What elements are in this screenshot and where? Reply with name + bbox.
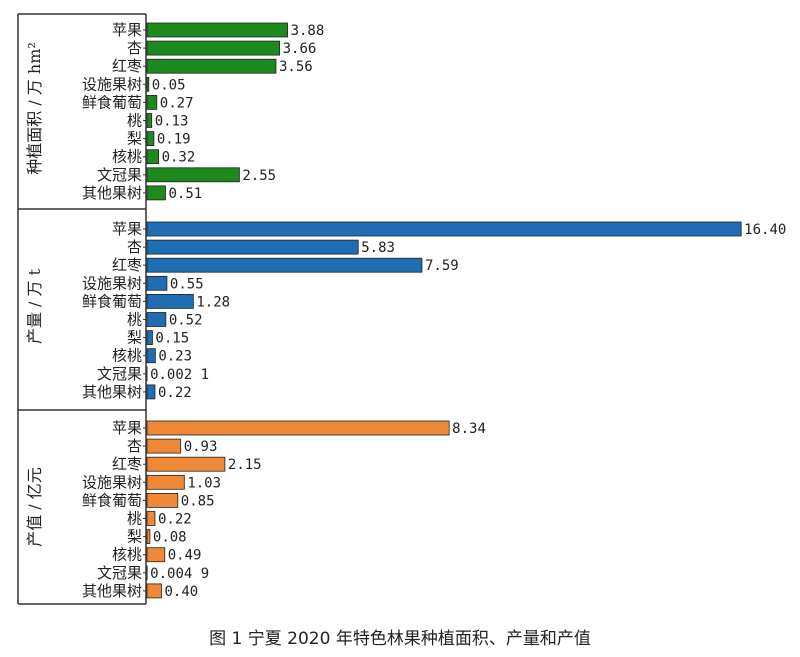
bar [146, 95, 158, 110]
value-label: 0.13 [155, 114, 189, 130]
panel-axis-label: 种植面积 / 万 hm² [25, 42, 44, 175]
value-label: 5.83 [361, 240, 395, 256]
bar [146, 76, 150, 92]
value-label: 0.15 [155, 331, 189, 347]
bar [146, 221, 742, 237]
bar [146, 438, 182, 454]
category-label: 杏 [127, 39, 142, 57]
bar [146, 348, 156, 364]
panel-axis-label: 产量 / 万 t [25, 268, 44, 344]
bar [146, 257, 423, 273]
value-label: 3.66 [283, 41, 317, 57]
value-label: 0.27 [160, 95, 194, 111]
value-label: 0.05 [152, 77, 186, 93]
category-label: 鲜食葡萄 [82, 292, 142, 310]
value-label: 0.22 [158, 385, 192, 401]
bar [146, 275, 168, 291]
value-label: 0.40 [164, 584, 198, 600]
bar [146, 131, 155, 147]
value-label: 2.15 [228, 457, 262, 473]
category-label: 梨 [127, 329, 142, 347]
bar [146, 312, 167, 327]
bar [146, 330, 153, 346]
bar [146, 583, 162, 599]
category-label: 桃 [127, 311, 142, 329]
category-label: 核桃 [112, 148, 142, 166]
value-label: 0.32 [162, 150, 196, 166]
bar [146, 239, 359, 255]
value-label: 0.85 [181, 493, 215, 509]
category-label: 杏 [127, 238, 142, 256]
category-label: 杏 [127, 437, 142, 455]
category-label: 鲜食葡萄 [82, 491, 142, 509]
panel-axis-label: 产值 / 亿元 [25, 467, 44, 547]
bar [146, 420, 450, 436]
bar [146, 384, 156, 400]
value-label: 0.52 [169, 313, 203, 329]
value-label: 3.56 [279, 59, 313, 75]
bar [146, 149, 159, 165]
bar [146, 474, 185, 490]
value-label: 1.03 [187, 475, 221, 491]
figure-caption: 图 1 宁夏 2020 年特色林果种植面积、产量和产值 [209, 629, 591, 649]
bar [146, 167, 240, 183]
bar [146, 40, 281, 56]
category-label: 其他果树 [82, 582, 142, 600]
value-label: 0.002 1 [150, 367, 209, 383]
bar [146, 113, 153, 128]
value-label: 1.28 [196, 294, 230, 310]
bar [146, 58, 277, 74]
value-label: 0.22 [158, 512, 192, 528]
category-label: 文冠果 [97, 365, 142, 383]
value-label: 0.23 [158, 349, 192, 365]
category-label: 文冠果 [97, 166, 142, 184]
value-label: 0.93 [184, 439, 218, 455]
category-label: 红枣 [112, 455, 142, 473]
category-label: 设施果树 [82, 473, 142, 491]
category-label: 核桃 [112, 546, 142, 564]
value-label: 0.19 [157, 132, 191, 148]
panel-3: 产值 / 亿元 苹果 8.34 杏 0.93 红枣 2.15 设施果树 1.03 鲜食葡萄 0.85… [25, 419, 486, 600]
category-label: 设施果树 [82, 75, 142, 93]
bar [146, 529, 151, 544]
category-label: 桃 [127, 112, 142, 130]
category-label: 其他果树 [82, 383, 142, 401]
panel-2: 产量 / 万 t 苹果 16.40 杏 5.83 红枣 7.59 设施果树 0.55 鲜食葡萄 1.… [25, 220, 786, 401]
category-label: 梨 [127, 528, 142, 546]
value-label: 8.34 [452, 421, 486, 437]
bar [146, 492, 179, 508]
panel-1: 种植面积 / 万 hm² 苹果 3.88 杏 3.66 红枣 3.56 设施果树 0.05 鲜食葡… [25, 21, 324, 202]
bar [146, 293, 194, 309]
category-label: 苹果 [112, 419, 142, 437]
value-label: 0.51 [168, 186, 202, 202]
value-label: 16.40 [744, 222, 786, 238]
category-label: 梨 [127, 130, 142, 148]
value-label: 0.49 [168, 548, 202, 564]
value-label: 0.004 9 [150, 566, 209, 582]
bar [146, 456, 226, 472]
category-label: 桃 [127, 510, 142, 528]
category-label: 苹果 [112, 21, 142, 39]
category-label: 文冠果 [97, 564, 142, 582]
category-label: 红枣 [112, 256, 142, 274]
bar [146, 511, 156, 526]
bar [146, 547, 166, 563]
category-label: 设施果树 [82, 274, 142, 292]
category-label: 苹果 [112, 220, 142, 238]
category-label: 红枣 [112, 57, 142, 75]
bar [146, 22, 288, 38]
category-label: 核桃 [112, 347, 142, 365]
value-label: 7.59 [425, 258, 459, 274]
value-label: 0.55 [170, 276, 204, 292]
value-label: 0.08 [153, 530, 187, 546]
category-label: 鲜食葡萄 [82, 93, 142, 111]
category-label: 其他果树 [82, 184, 142, 202]
value-label: 2.55 [242, 168, 276, 184]
value-label: 3.88 [291, 23, 325, 39]
bar [146, 185, 166, 201]
